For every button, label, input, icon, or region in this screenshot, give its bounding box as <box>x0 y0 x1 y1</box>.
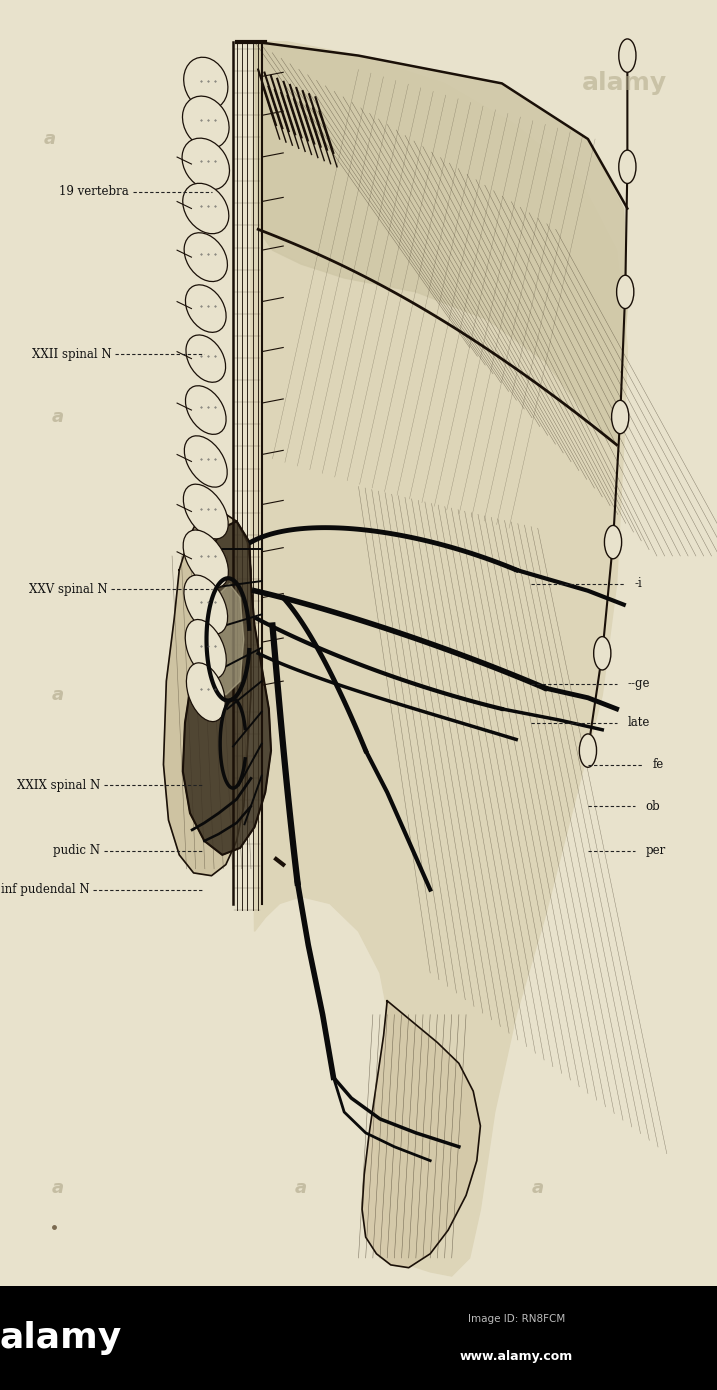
Text: alamy: alamy <box>581 71 667 96</box>
Text: late: late <box>627 716 650 730</box>
Ellipse shape <box>184 575 227 634</box>
Ellipse shape <box>186 386 226 434</box>
Ellipse shape <box>185 620 227 678</box>
Bar <box>0 1286 717 1390</box>
Polygon shape <box>255 42 627 445</box>
Circle shape <box>619 39 636 72</box>
Text: a: a <box>52 687 63 703</box>
Ellipse shape <box>182 138 229 190</box>
Ellipse shape <box>184 484 228 539</box>
Text: a: a <box>532 1180 543 1197</box>
Polygon shape <box>183 521 271 855</box>
Text: per: per <box>645 844 665 858</box>
Circle shape <box>617 275 634 309</box>
Text: 19 vertebra: 19 vertebra <box>60 185 129 199</box>
Text: pudic N: pudic N <box>53 844 100 858</box>
Ellipse shape <box>183 530 229 588</box>
Polygon shape <box>362 1001 480 1268</box>
Text: fe: fe <box>652 758 664 771</box>
Text: XXIX spinal N: XXIX spinal N <box>17 778 100 792</box>
Text: XXV spinal N: XXV spinal N <box>29 582 108 596</box>
Ellipse shape <box>186 335 226 382</box>
Ellipse shape <box>183 96 229 149</box>
Text: a: a <box>295 1180 307 1197</box>
Text: a: a <box>52 409 63 425</box>
Ellipse shape <box>183 183 229 234</box>
Text: inf pudendal N: inf pudendal N <box>1 883 90 897</box>
Ellipse shape <box>184 232 227 282</box>
Text: www.alamy.com: www.alamy.com <box>460 1350 573 1364</box>
Circle shape <box>594 637 611 670</box>
Text: --ge: --ge <box>627 677 650 691</box>
Text: XXII spinal N: XXII spinal N <box>32 348 111 361</box>
Ellipse shape <box>186 663 225 721</box>
Circle shape <box>619 150 636 183</box>
Polygon shape <box>251 42 627 1276</box>
Text: Image ID: RN8FCM: Image ID: RN8FCM <box>467 1314 565 1325</box>
Text: a: a <box>52 1180 63 1197</box>
Text: ob: ob <box>645 799 660 813</box>
Polygon shape <box>206 584 244 695</box>
Ellipse shape <box>184 57 228 110</box>
Text: alamy: alamy <box>0 1320 122 1355</box>
Circle shape <box>604 525 622 559</box>
Polygon shape <box>163 507 251 876</box>
Circle shape <box>612 400 629 434</box>
Ellipse shape <box>186 285 226 332</box>
Ellipse shape <box>184 436 227 486</box>
Text: -i: -i <box>635 577 642 591</box>
Text: a: a <box>44 131 56 147</box>
Circle shape <box>579 734 597 767</box>
